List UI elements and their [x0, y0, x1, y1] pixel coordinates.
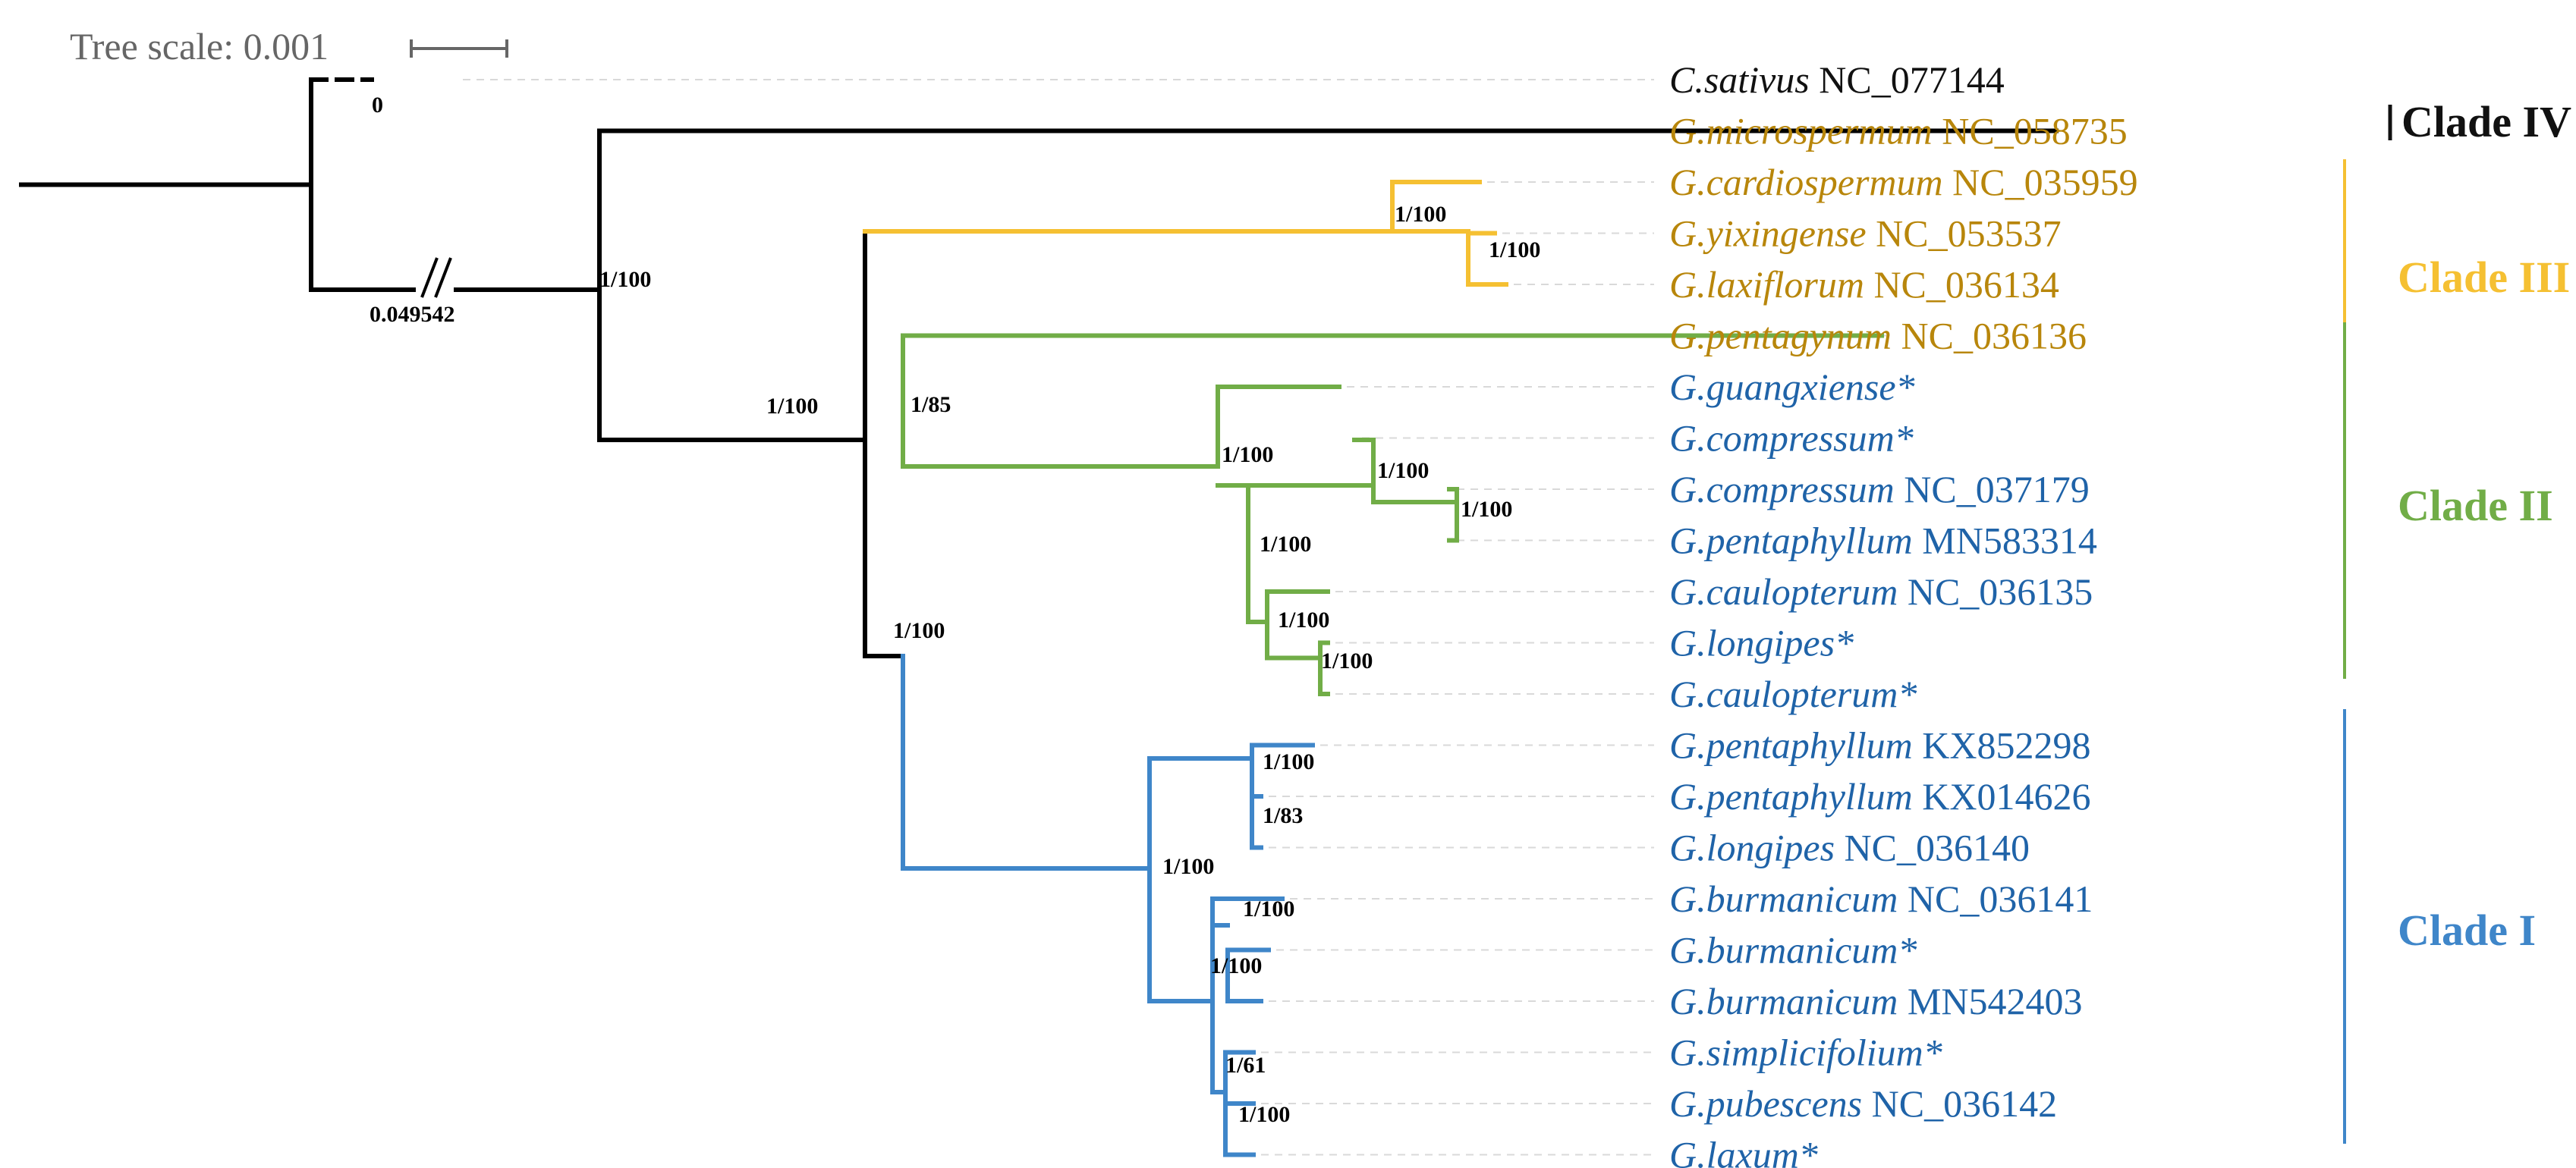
support-label: 1/85 [911, 392, 951, 417]
support-label: 1/100 [1461, 497, 1512, 522]
support-label: 1/100 [1321, 648, 1373, 673]
taxon-accession: NC_077144 [1810, 58, 2005, 101]
taxon-species: G.pentagynum [1669, 315, 1892, 357]
taxon-species: G.longipes [1669, 827, 1835, 869]
tip-guide-lines [463, 79, 2064, 1156]
clade-i-label: Clade I [2398, 906, 2536, 955]
support-label: 1/100 [1489, 237, 1540, 262]
support-label: 1/100 [1395, 202, 1446, 227]
taxon-label: G.laxum* [1669, 1134, 1818, 1168]
taxon-accession: KX014626 [1913, 775, 2091, 818]
support-label: 1/100 [1263, 749, 1314, 774]
taxon-species: C.sativus [1669, 58, 1810, 101]
taxon-label: G.burmanicum NC_036141 [1669, 878, 2093, 920]
taxon-species: G.compressum [1669, 468, 1895, 510]
taxon-species: G.pentaphyllum [1669, 775, 1913, 818]
taxon-label: G.pentaphyllum KX852298 [1669, 724, 2091, 767]
support-label: 1/100 [1210, 953, 1262, 978]
clade-iii-label: Clade III [2398, 253, 2570, 302]
support-label: 1/100 [1260, 532, 1311, 557]
tree-branch [901, 333, 1884, 696]
taxon-accession: NC_035959 [1943, 161, 2138, 203]
taxon-species: G.yixingense [1669, 212, 1867, 255]
branch-break-mark [416, 257, 454, 298]
taxon-species: G.laxiflorum [1669, 263, 1864, 306]
tree-branch [863, 180, 1508, 287]
taxon-label: G.pentagynum NC_036136 [1669, 315, 2087, 357]
support-label: 1/83 [1263, 803, 1303, 828]
taxon-species: G.pubescens [1669, 1082, 1862, 1125]
support-label: 1/100 [1222, 442, 1273, 467]
taxon-label: G.caulopterum NC_036135 [1669, 570, 2093, 613]
branch-break-slash-1 [420, 257, 439, 298]
taxon-species: G.simplicifolium* [1669, 1031, 1942, 1074]
taxon-accession: NC_036142 [1862, 1082, 2057, 1125]
taxon-accession: NC_036136 [1892, 315, 2087, 357]
taxon-species: G.cardiospermum [1669, 161, 1943, 203]
taxon-species: G.compressum* [1669, 417, 1914, 460]
taxon-accession: MN542403 [1898, 980, 2082, 1022]
taxon-label: G.simplicifolium* [1669, 1031, 1942, 1074]
taxon-species: G.pentaphyllum [1669, 520, 1913, 562]
taxon-species: G.burmanicum [1669, 878, 1898, 920]
branch-length-zero: 0 [372, 93, 383, 118]
branch-length-broken: 0.049542 [370, 302, 455, 327]
support-label: 1/100 [1278, 608, 1329, 633]
taxon-accession: NC_037179 [1895, 468, 2090, 510]
taxon-accession: NC_036134 [1864, 263, 2059, 306]
taxon-species: G.burmanicum [1669, 980, 1898, 1022]
clade-brackets: Clade IV Clade III Clade II Clade I [2343, 97, 2571, 1144]
scale-bar-label: Tree scale: 0.001 [70, 25, 329, 68]
taxon-label: G.yixingense NC_053537 [1669, 212, 2062, 255]
clade-iv-label: Clade IV [2401, 97, 2571, 146]
taxon-label: G.compressum* [1669, 417, 1914, 460]
support-label: 1/100 [599, 267, 651, 292]
taxon-label: G.guangxiense* [1669, 366, 1915, 408]
taxon-labels: C.sativus NC_077144 G.microspermum NC_058… [1669, 58, 2138, 1168]
taxon-species: G.microspermum [1669, 110, 1933, 152]
support-label: 1/100 [1243, 896, 1294, 922]
taxon-label: G.pentaphyllum MN583314 [1669, 520, 2097, 562]
tree-branch [901, 654, 1315, 1157]
taxon-accession: NC_036140 [1835, 827, 2030, 869]
taxon-species: G.burmanicum* [1669, 929, 1917, 972]
taxon-label: G.microspermum NC_058735 [1669, 110, 2128, 152]
clade-ii-label: Clade II [2398, 481, 2553, 530]
branch-break-slash-2 [434, 257, 452, 298]
taxon-label: C.sativus NC_077144 [1669, 58, 2005, 101]
tree-branches [19, 77, 2059, 1157]
support-label: 1/100 [1162, 854, 1214, 879]
taxon-species: G.laxum* [1669, 1134, 1818, 1168]
taxon-species: G.caulopterum* [1669, 673, 1917, 715]
support-label: 1/61 [1225, 1053, 1266, 1078]
taxon-species: G.longipes* [1669, 622, 1854, 664]
taxon-label: G.compressum NC_037179 [1669, 468, 2090, 510]
taxon-label: G.caulopterum* [1669, 673, 1917, 715]
taxon-species: G.pentaphyllum [1669, 724, 1913, 767]
taxon-accession: NC_053537 [1867, 212, 2062, 255]
scale-bar: Tree scale: 0.001 [70, 25, 508, 68]
taxon-accession: NC_036141 [1898, 878, 2093, 920]
taxon-accession: MN583314 [1913, 520, 2097, 562]
taxon-species: G.caulopterum [1669, 570, 1898, 613]
taxon-species: G.guangxiense* [1669, 366, 1915, 408]
taxon-accession: KX852298 [1913, 724, 2091, 767]
support-label: 1/100 [1238, 1102, 1290, 1127]
support-label: 1/100 [766, 394, 818, 419]
support-label: 1/100 [893, 618, 945, 643]
support-label: 1/100 [1377, 458, 1429, 483]
taxon-label: G.laxiflorum NC_036134 [1669, 263, 2059, 306]
support-values: 1/100 1/100 1/100 1/100 1/100 1/85 1/100… [599, 202, 1540, 1127]
taxon-label: G.burmanicum MN542403 [1669, 980, 2082, 1022]
taxon-label: G.pubescens NC_036142 [1669, 1082, 2057, 1125]
taxon-accession: NC_058735 [1933, 110, 2128, 152]
taxon-label: G.pentaphyllum KX014626 [1669, 775, 2091, 818]
taxon-label: G.cardiospermum NC_035959 [1669, 161, 2138, 203]
taxon-label: G.burmanicum* [1669, 929, 1917, 972]
taxon-label: G.longipes* [1669, 622, 1854, 664]
taxon-accession: NC_036135 [1898, 570, 2093, 613]
taxon-label: G.longipes NC_036140 [1669, 827, 2030, 869]
